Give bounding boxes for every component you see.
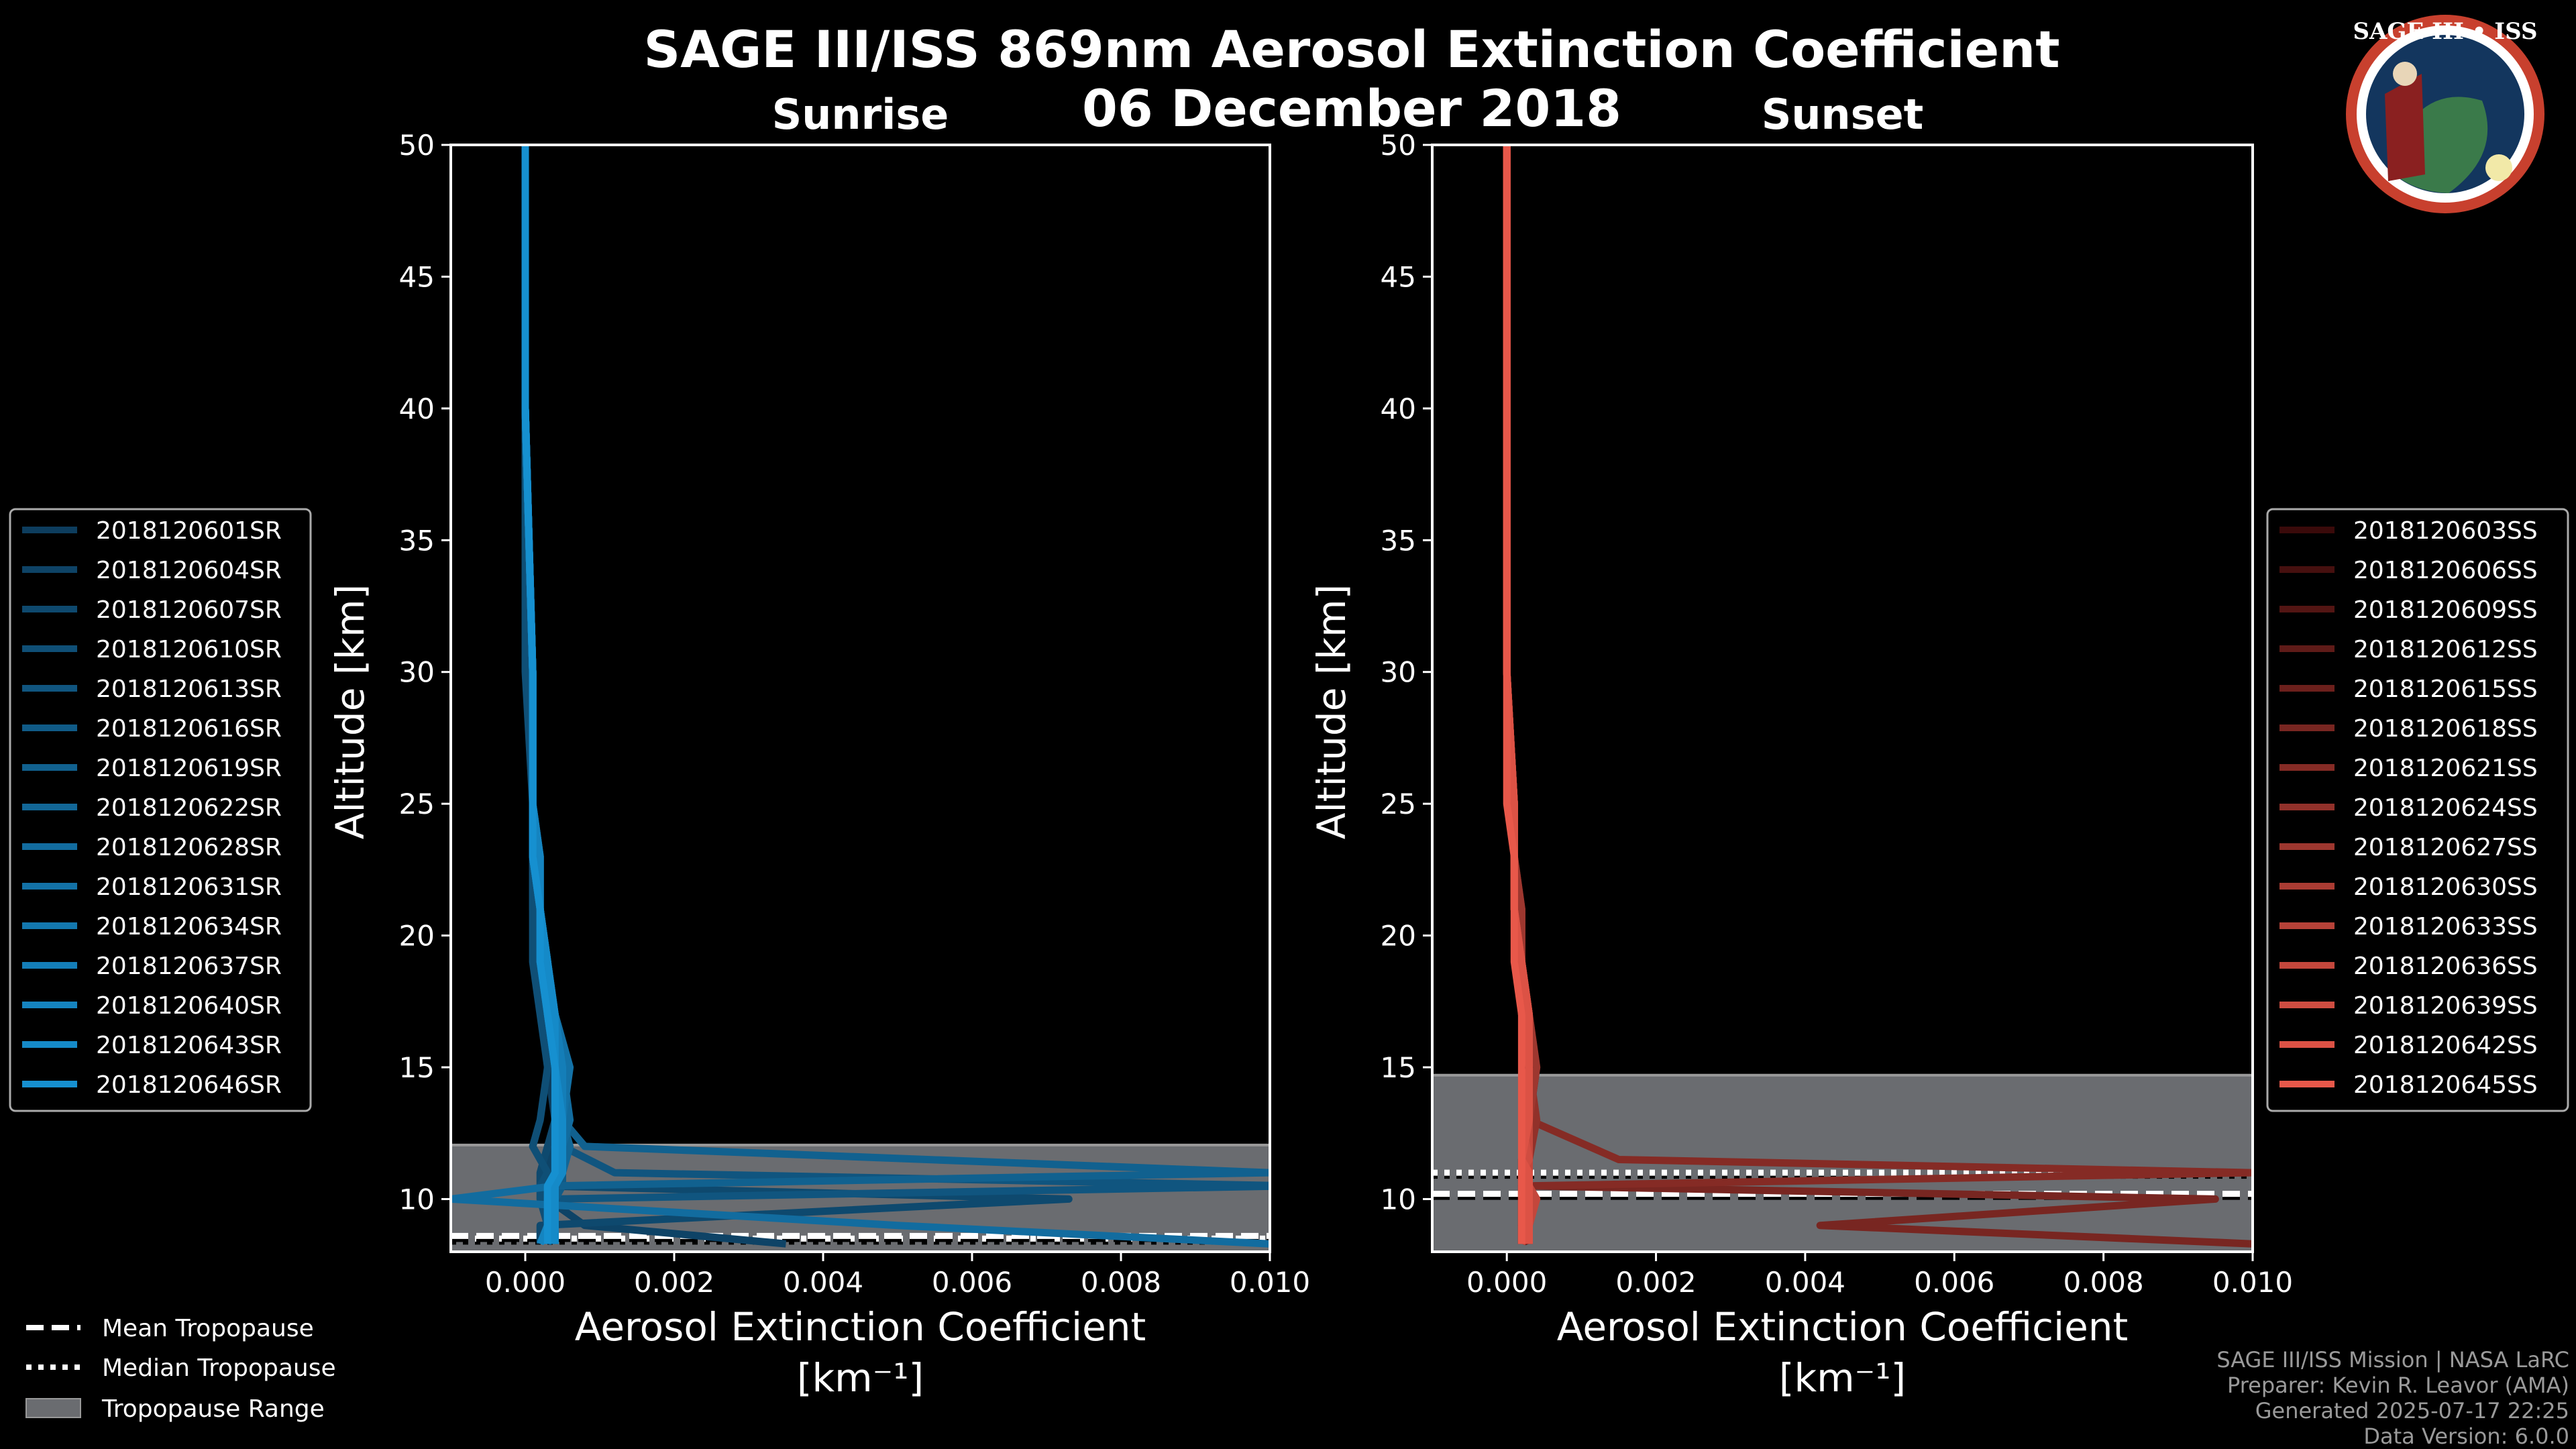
y-tick-label: 10 [1381,1183,1416,1216]
y-tick-label: 20 [1381,920,1416,953]
tropopause-range-swatch [25,1398,81,1418]
x-tick-label: 0.002 [1615,1266,1696,1299]
x-tick-label: 0.002 [634,1266,714,1299]
legend-label: 2018120609SS [2353,596,2538,624]
legend-label: 2018120646SR [96,1071,282,1099]
x-tick-label: 0.000 [485,1266,566,1299]
y-tick-label: 40 [1381,392,1416,425]
profile-line-2018120642SS [1503,145,1533,1244]
x-tick-label: 0.004 [1765,1266,1845,1299]
panel-title: Sunset [1762,90,1924,139]
tropopause-range-label: Tropopause Range [101,1395,325,1423]
x-tick-label: 0.008 [1081,1266,1161,1299]
y-tick-label: 35 [1381,524,1416,557]
logo-text: SAGE III • ISS [2353,18,2537,45]
sunrise-panel: Sunrise 0.000 0.002 0.004 0.006 0.008 0.010 10 1… [327,90,1310,1401]
legend-label: 2018120636SS [2353,953,2538,980]
footer-line: Preparer: Kevin R. Leavor (AMA) [2227,1373,2569,1398]
y-tick-label: 15 [1381,1051,1416,1084]
plot-frame [449,144,1271,1253]
profile-line-2018120645SS [1503,145,1525,1244]
footer-line: Generated 2025-07-17 22:25 [2255,1398,2569,1424]
x-tick-label: 0.004 [783,1266,863,1299]
legend-label: 2018120645SS [2353,1071,2538,1099]
legend-frame [2266,508,2569,1112]
legend-label: 2018120628SR [96,834,282,861]
footer-line: Data Version: 6.0.0 [2363,1424,2569,1449]
legend-label: 2018120606SS [2353,557,2538,584]
footer: SAGE III/ISS Mission | NASA LaRC Prepare… [2216,1347,2569,1449]
legend-label: 2018120639SS [2353,992,2538,1020]
y-tick-label: 30 [399,656,435,689]
legend-label: 2018120642SS [2353,1032,2538,1059]
x-axis-label: Aerosol Extinction Coefficient [575,1304,1146,1350]
legend-label: 2018120633SS [2353,913,2538,941]
y-axis-label: Altitude [km] [1309,584,1354,839]
y-tick-label: 25 [1381,788,1416,820]
panel-title: Sunrise [772,90,949,139]
plot-area [451,145,1270,1252]
legend-label: 2018120624SS [2353,794,2538,822]
tropopause-legend: Mean Tropopause Median Tropopause Tropop… [25,1315,336,1423]
sunset-panel: Sunset 0.000 0.002 0.004 0.006 0.008 0.010 10 15… [1309,90,2293,1401]
legend-label: 2018120627SS [2353,834,2538,861]
legend-label: 2018120612SS [2353,636,2538,663]
x-tick-label: 0.010 [1230,1266,1310,1299]
legend-label: 2018120607SR [96,596,282,624]
legend-label: 2018120643SR [96,1032,282,1059]
profile-line-2018120610SR [521,145,551,1244]
legend-label: 2018120631SR [96,873,282,901]
mean-tropopause-label: Mean Tropopause [102,1315,314,1342]
x-axis-label: Aerosol Extinction Coefficient [1557,1304,2129,1350]
figure-date: 06 December 2018 [1082,78,1621,138]
legend-label: 2018120637SR [96,953,282,980]
legend-label: 2018120601SR [96,517,282,545]
legend-label: 2018120618SS [2353,715,2538,743]
legend-label: 2018120615SS [2353,676,2538,703]
y-tick-label: 20 [399,920,435,953]
y-axis-label: Altitude [km] [327,584,373,839]
x-tick-label: 0.010 [2212,1266,2293,1299]
y-tick-label: 45 [399,260,435,293]
legend-label: 2018120634SR [96,913,282,941]
sage-iii-iss-logo: SAGE III • ISS [2346,15,2544,213]
x-axis-unit: [km⁻¹] [797,1355,924,1401]
legend-label: 2018120619SR [96,755,282,782]
legend-label: 2018120622SR [96,794,282,822]
y-tick-label: 25 [399,788,435,820]
y-tick-label: 50 [1381,129,1416,162]
profile-line-2018120646SR [521,145,559,1244]
y-tick-label: 50 [399,129,435,162]
legend-label: 2018120603SS [2353,517,2538,545]
x-tick-label: 0.006 [1914,1266,1994,1299]
legend-label: 2018120616SR [96,715,282,743]
x-tick-label: 0.000 [1466,1266,1547,1299]
legend-frame [9,508,312,1112]
y-tick-label: 45 [1381,260,1416,293]
legend-label: 2018120640SR [96,992,282,1020]
legend-label: 2018120630SS [2353,873,2538,901]
figure-title: SAGE III/ISS 869nm Aerosol Extinction Co… [643,19,2059,79]
x-tick-label: 0.008 [2063,1266,2144,1299]
x-tick-label: 0.006 [932,1266,1012,1299]
legend-label: 2018120610SR [96,636,282,663]
plot-area [1432,145,2253,1252]
y-tick-label: 30 [1381,656,1416,689]
y-tick-label: 10 [399,1183,435,1216]
legend-label: 2018120613SR [96,676,282,703]
legend-label: 2018120621SS [2353,755,2538,782]
sunrise-legend: 2018120601SR 2018120604SR 2018120607SR 2018… [9,508,312,1112]
plot-frame [1431,144,2254,1253]
x-axis-unit: [km⁻¹] [1779,1355,1906,1401]
y-tick-label: 15 [399,1051,435,1084]
sunset-legend: 2018120603SS 2018120606SS 2018120609SS 2018… [2266,508,2569,1112]
y-tick-label: 40 [399,392,435,425]
footer-line: SAGE III/ISS Mission | NASA LaRC [2216,1347,2569,1373]
plot-content [451,145,1270,1252]
median-tropopause-label: Median Tropopause [102,1354,336,1382]
legend-label: 2018120604SR [96,557,282,584]
y-tick-label: 35 [399,524,435,557]
plot-content [1432,145,2253,1252]
